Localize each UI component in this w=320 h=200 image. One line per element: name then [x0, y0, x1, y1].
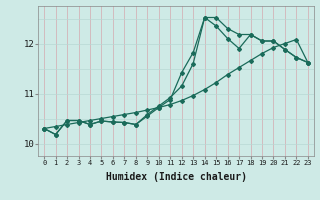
X-axis label: Humidex (Indice chaleur): Humidex (Indice chaleur): [106, 172, 246, 182]
